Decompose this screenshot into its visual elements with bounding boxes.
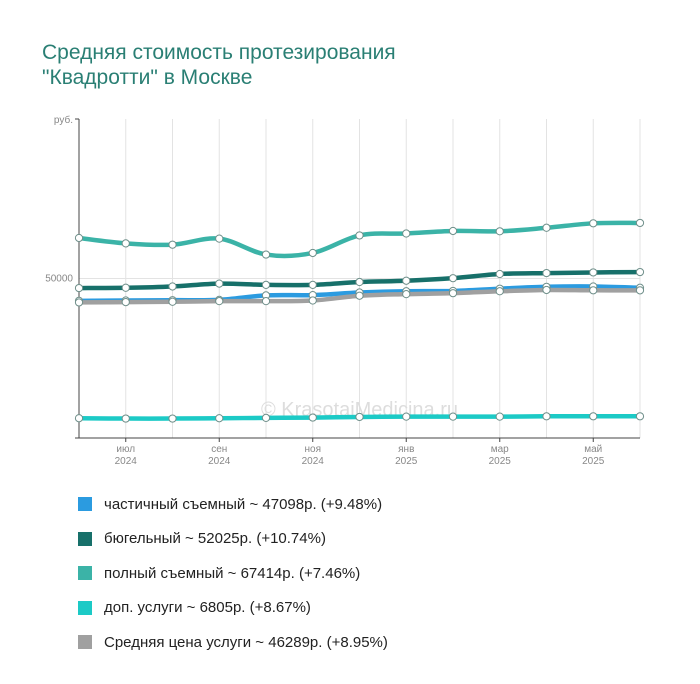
x-tick-label: мар (491, 444, 509, 455)
data-point-series-4 (355, 412, 364, 422)
data-point-series-5 (168, 297, 177, 306)
x-tick-label: сен (211, 444, 227, 455)
data-point-series-5 (495, 287, 504, 296)
legend-label: Средняя цена услуги ~ 46289р. (+8.95%) (104, 633, 388, 651)
data-point-series-5 (402, 290, 411, 299)
data-point-series-4 (448, 412, 458, 421)
x-tick-label-year: 2025 (395, 456, 418, 467)
data-point-series-5 (215, 297, 224, 306)
data-point-series-5 (355, 291, 364, 300)
data-point-series-5 (74, 298, 84, 307)
data-point-series-4 (542, 412, 551, 421)
data-point-series-2 (495, 269, 504, 279)
data-point-series-5 (261, 297, 271, 306)
data-point-series-3 (355, 231, 364, 240)
legend-item-4: доп. услуги ~ 6805р. (+8.67%) (78, 591, 638, 626)
x-tick-label-year: 2024 (302, 456, 325, 467)
data-point-series-2 (261, 280, 271, 289)
chart-title-line-2: "Квадротти" в Москве (42, 66, 253, 89)
data-point-series-3 (168, 240, 177, 249)
data-point-series-4 (215, 414, 224, 423)
data-point-series-4 (495, 412, 504, 421)
legend-swatch (78, 531, 92, 546)
data-point-series-5 (589, 286, 598, 295)
data-point-series-2 (589, 268, 598, 277)
data-point-series-2 (74, 283, 84, 293)
data-point-series-4 (308, 413, 317, 422)
data-point-series-3 (589, 219, 598, 228)
data-point-series-4 (589, 412, 598, 421)
legend-swatch (78, 497, 92, 512)
chart-title: Средняя стоимость протезирования "Квадро… (42, 40, 642, 90)
data-point-series-5 (635, 286, 645, 295)
series-points (74, 218, 645, 423)
chart-title-line-1: Средняя стоимость протезирования (42, 41, 396, 64)
legend-label: частичный съемный ~ 47098р. (+9.48%) (104, 495, 383, 513)
data-point-series-3 (635, 218, 645, 228)
data-point-series-4 (635, 412, 645, 421)
x-tick-label: июл (116, 444, 135, 455)
legend-label: бюгельный ~ 52025р. (+10.74%) (104, 530, 326, 548)
data-point-series-2 (542, 268, 551, 278)
x-tick-label: ноя (305, 444, 322, 455)
data-point-series-3 (74, 233, 84, 243)
data-point-series-3 (261, 250, 271, 259)
data-point-series-2 (355, 277, 364, 287)
x-tick-label-year: 2025 (489, 456, 512, 467)
data-point-series-3 (402, 229, 411, 238)
data-point-series-2 (121, 283, 130, 292)
chart-legend: частичный съемный ~ 47098р. (+9.48%) бюге… (78, 487, 638, 660)
x-tick-label-year: 2025 (582, 456, 605, 467)
legend-swatch (78, 600, 92, 615)
legend-item-1: частичный съемный ~ 47098р. (+9.48%) (78, 487, 638, 522)
data-point-series-2 (402, 276, 411, 285)
data-point-series-3 (121, 239, 130, 248)
data-point-series-4 (402, 412, 411, 421)
data-point-series-4 (261, 413, 271, 423)
data-point-series-2 (168, 282, 177, 291)
data-point-series-5 (448, 289, 458, 298)
data-point-series-2 (308, 280, 317, 289)
data-point-series-3 (308, 248, 317, 258)
x-tick-label-year: 2024 (208, 456, 231, 467)
data-point-series-3 (495, 227, 504, 236)
data-point-series-3 (542, 223, 551, 232)
data-point-series-2 (215, 279, 224, 288)
y-tick-label: 50000 (45, 274, 73, 285)
grid-lines (78, 119, 641, 438)
data-point-series-5 (308, 296, 317, 305)
data-point-series-3 (448, 226, 458, 236)
legend-item-5: Средняя цена услуги ~ 46289р. (+8.95%) (78, 625, 638, 660)
axes: 50000руб.июл2024сен2024ноя2024янв2025мар… (45, 114, 640, 467)
data-point-series-4 (74, 414, 84, 423)
x-tick-label-year: 2024 (115, 456, 138, 467)
data-point-series-2 (448, 274, 458, 283)
legend-item-2: бюгельный ~ 52025р. (+10.74%) (78, 522, 638, 557)
legend-item-3: полный съемный ~ 67414р. (+7.46%) (78, 556, 638, 591)
y-axis-unit-label: руб. (54, 114, 73, 126)
data-point-series-2 (635, 267, 645, 277)
data-point-series-5 (542, 285, 551, 295)
data-point-series-5 (121, 298, 130, 307)
data-point-series-4 (121, 414, 130, 423)
x-tick-label: май (584, 444, 602, 455)
legend-label: полный съемный ~ 67414р. (+7.46%) (104, 564, 361, 582)
data-point-series-4 (168, 414, 177, 423)
line-chart: © KrasotaiMedicina.ru 50000руб.июл2024се… (45, 114, 645, 467)
legend-label: доп. услуги ~ 6805р. (+8.67%) (104, 599, 311, 617)
legend-swatch (78, 566, 92, 581)
x-tick-label: янв (398, 444, 414, 455)
legend-swatch (78, 635, 92, 650)
data-point-series-3 (215, 234, 224, 243)
